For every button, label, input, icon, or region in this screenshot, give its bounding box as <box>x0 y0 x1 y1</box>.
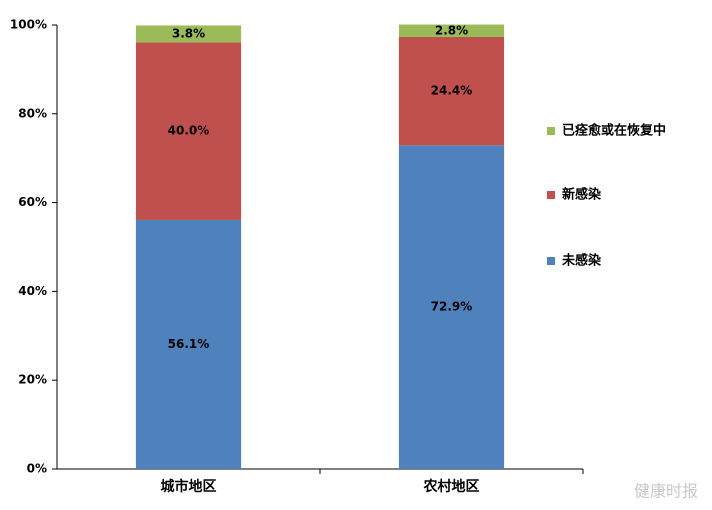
value-label: 72.9% <box>431 300 473 314</box>
y-tick-label: 80% <box>18 106 47 120</box>
bar-segment <box>398 36 505 146</box>
bar-segment <box>135 42 242 220</box>
bar-segment <box>398 145 505 469</box>
bar-segment <box>398 24 505 37</box>
value-label: 2.8% <box>435 23 468 37</box>
bar-segment <box>135 219 242 469</box>
y-tick-label: 20% <box>18 373 47 387</box>
value-label: 40.0% <box>168 124 210 138</box>
value-label: 24.4% <box>431 84 473 98</box>
watermark: 健康时报 <box>634 482 698 501</box>
legend-swatch <box>547 191 555 199</box>
legend-label: 已痊愈或在恢复中 <box>562 123 666 139</box>
y-tick-label: 40% <box>18 284 47 298</box>
y-tick-label: 100% <box>10 18 47 32</box>
legend-label: 未感染 <box>561 253 602 269</box>
value-label: 3.8% <box>172 26 205 40</box>
x-tick-label: 城市地区 <box>161 478 217 495</box>
value-label: 56.1% <box>168 337 210 351</box>
legend-swatch <box>547 257 555 265</box>
legend-label: 新感染 <box>562 187 602 203</box>
bar-segment <box>135 25 242 43</box>
legend-swatch <box>547 127 555 135</box>
y-tick-label: 60% <box>18 195 47 209</box>
x-tick-label: 农村地区 <box>423 478 480 495</box>
y-tick-label: 0% <box>27 462 47 476</box>
